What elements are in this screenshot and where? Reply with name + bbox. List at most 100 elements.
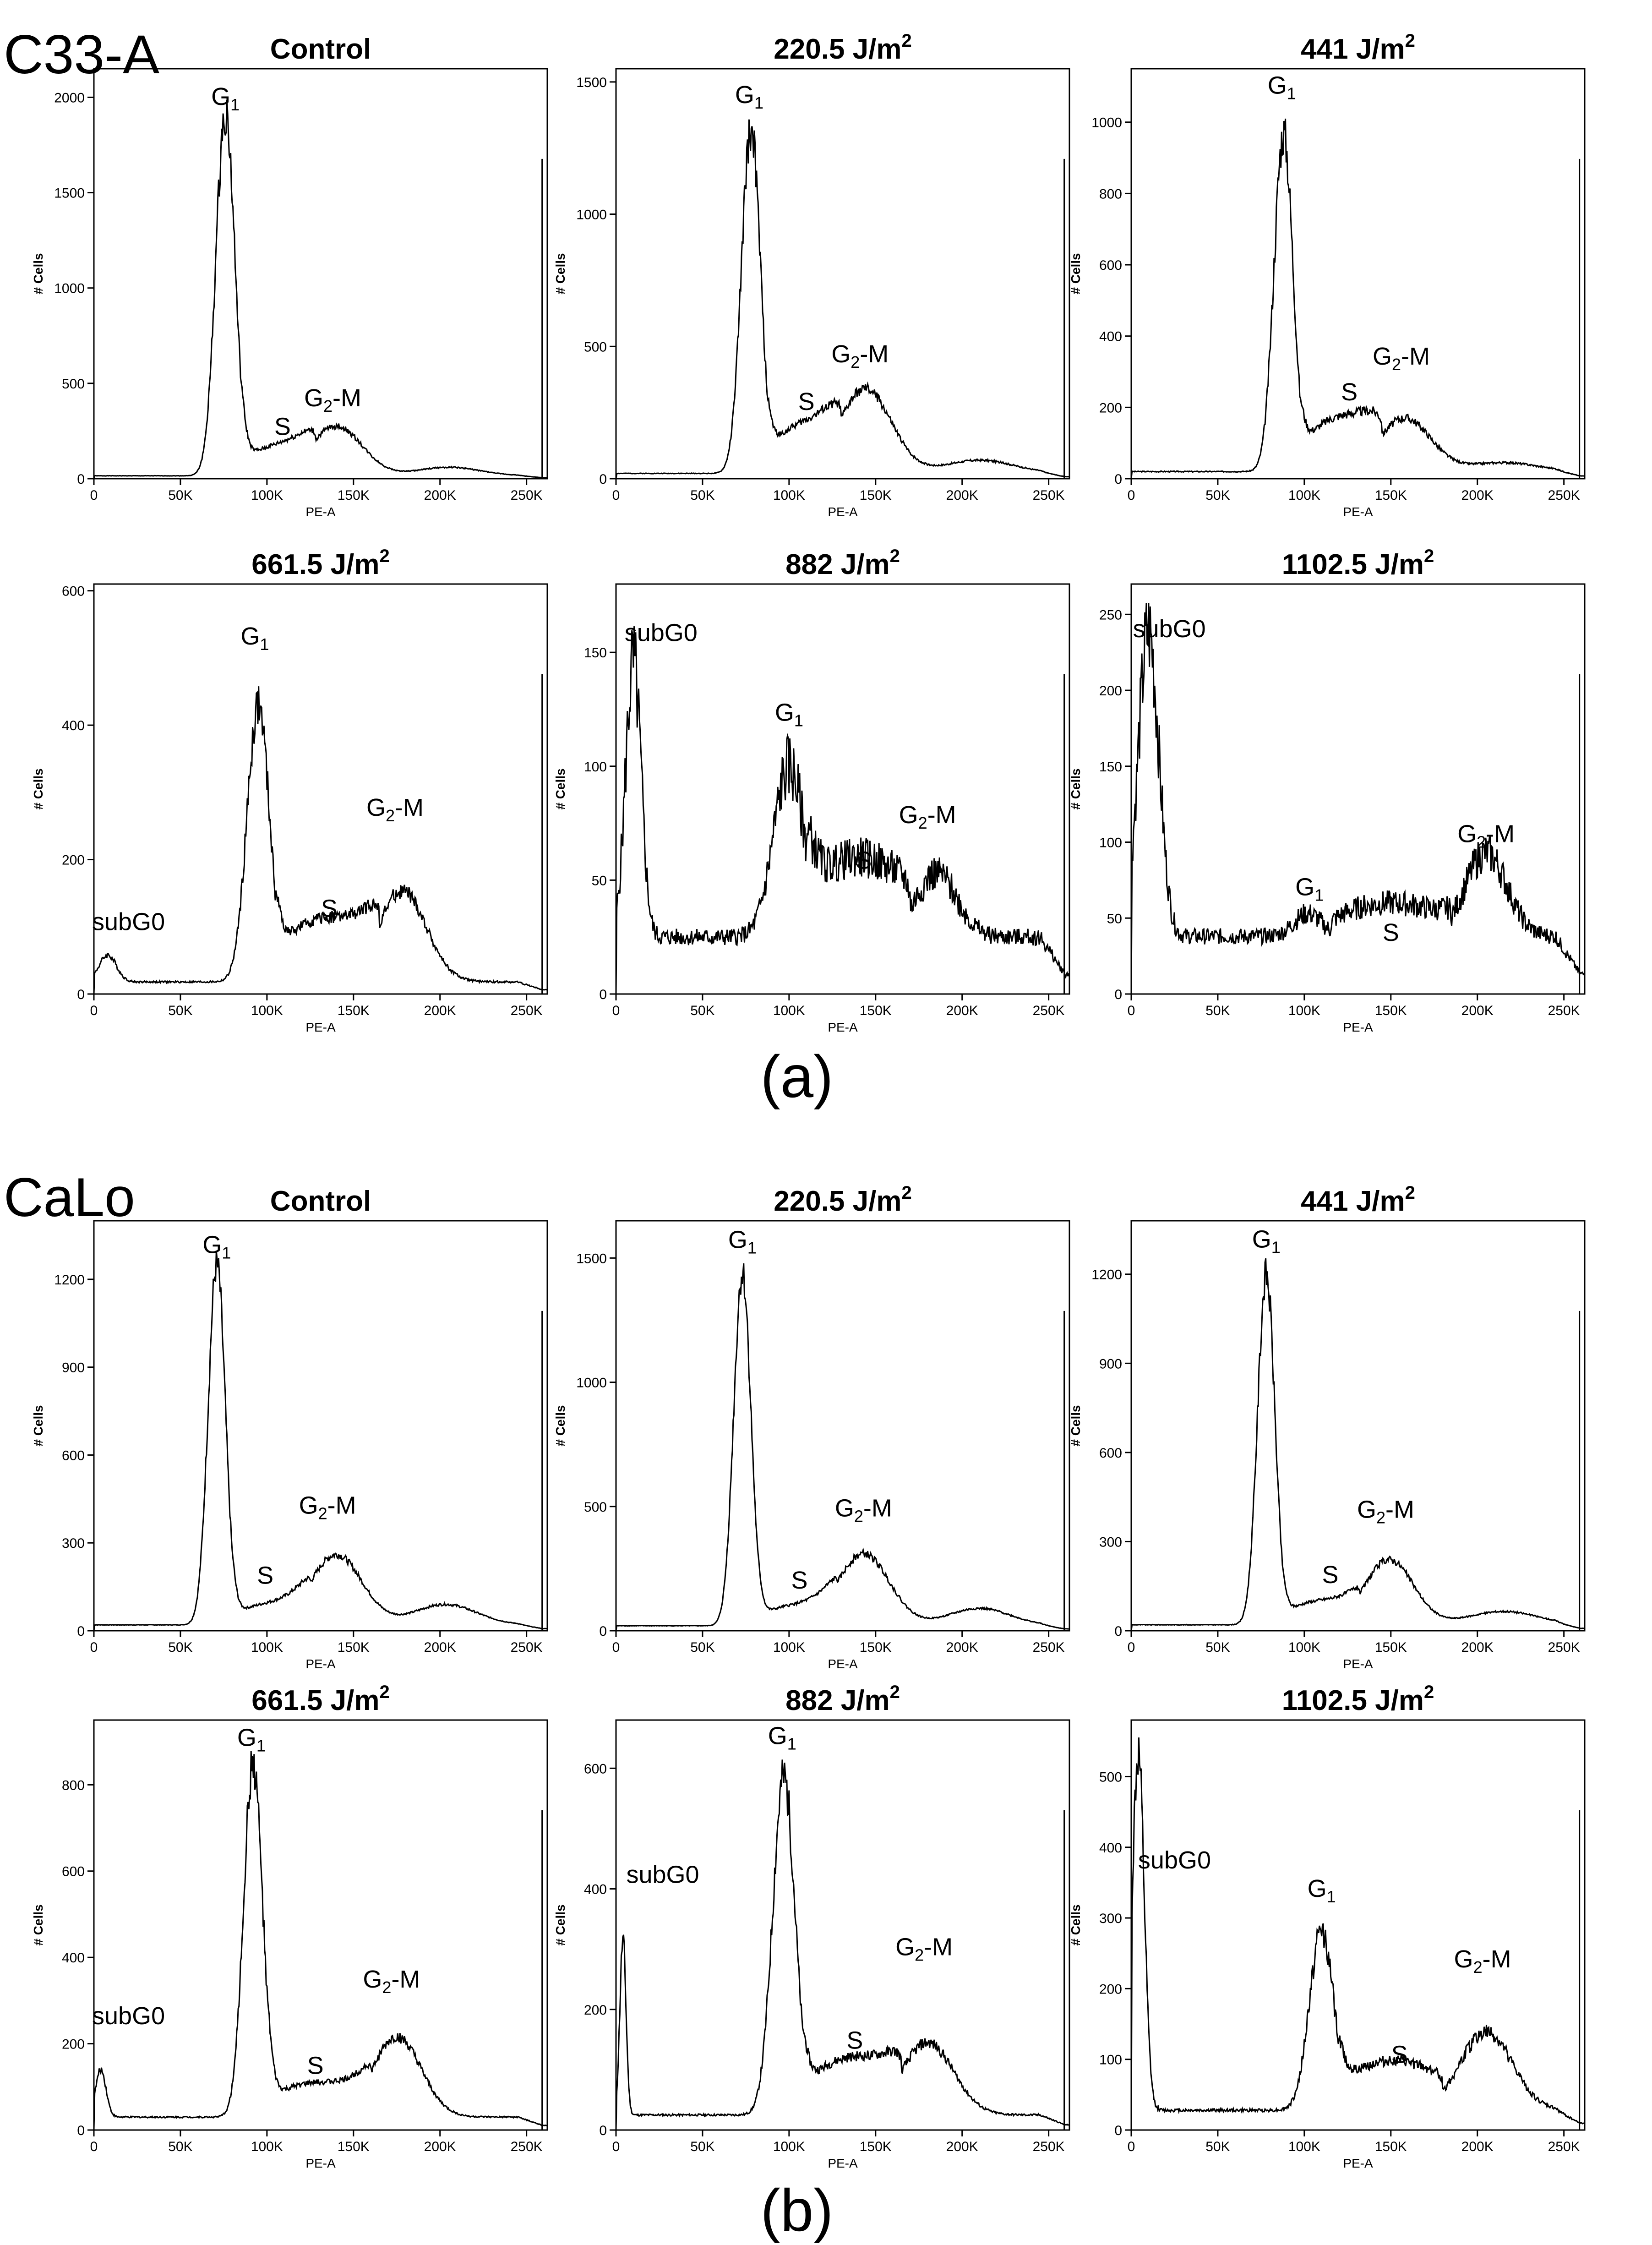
y-tick-label: 1000 — [1091, 115, 1122, 131]
x-tick-label: 150K — [338, 1003, 370, 1018]
chart-title: 1102.5 J/m2 — [1282, 1682, 1434, 1716]
x-axis-label: PE-A — [828, 1020, 858, 1034]
histogram-7: Control 0 300 600 900 1200 0 50K 100K 150K 200K 250… — [31, 1185, 548, 1671]
x-tick-label: 50K — [1205, 2139, 1230, 2154]
y-tick-label: 0 — [1114, 472, 1122, 487]
histogram-curve — [93, 1250, 548, 1631]
histogram-5: 882 J/m2 0 50 100 150 0 50K 100K 150K 200K 250K PE-… — [553, 546, 1070, 1034]
y-tick-label: 1500 — [576, 75, 607, 90]
x-tick-label: 200K — [946, 2139, 978, 2154]
phase-label: G2-M — [304, 384, 361, 415]
x-tick-label: 150K — [338, 1640, 370, 1655]
phase-label: G1 — [728, 1226, 757, 1257]
x-tick-label: 250K — [1033, 1640, 1065, 1655]
phase-label: S — [1383, 919, 1399, 946]
x-tick-label: 100K — [251, 1003, 283, 1018]
x-tick-label: 200K — [1461, 2139, 1494, 2154]
x-tick-label: 0 — [90, 488, 98, 503]
y-tick-label: 400 — [1099, 329, 1122, 344]
x-tick-label: 50K — [690, 2139, 714, 2154]
y-tick-label: 50 — [592, 873, 607, 888]
x-tick-label: 250K — [511, 1640, 543, 1655]
histogram-10: 661.5 J/m2 0 200 400 600 800 0 50K 100K 150K 200K 2… — [31, 1682, 548, 2170]
x-tick-label: 100K — [773, 2139, 805, 2154]
panel-label-a: (a) — [761, 1043, 834, 1110]
x-tick-label: 0 — [612, 488, 620, 503]
x-tick-label: 250K — [511, 1003, 543, 1018]
x-tick-label: 0 — [1128, 2139, 1135, 2154]
phase-label: G1 — [1252, 1225, 1281, 1256]
x-tick-label: 150K — [860, 2139, 892, 2154]
x-tick-label: 150K — [1375, 1003, 1407, 1018]
y-tick-label: 0 — [1114, 987, 1122, 1002]
y-tick-label: 900 — [62, 1360, 85, 1376]
y-tick-label: 0 — [1114, 2123, 1122, 2138]
histogram-6: 1102.5 J/m2 0 50 100 150 200 250 0 50K 100K 150K 20… — [1069, 546, 1586, 1034]
x-axis-label: PE-A — [1343, 1657, 1373, 1671]
x-tick-label: 50K — [168, 488, 192, 503]
histogram-11: 882 J/m2 0 200 400 600 0 50K 100K 150K 200K 250K PE… — [553, 1682, 1070, 2170]
y-axis-label: # Cells — [1069, 1904, 1083, 1945]
x-tick-label: 200K — [1461, 1003, 1494, 1018]
plot-frame — [615, 68, 1070, 480]
x-tick-label: 250K — [511, 2139, 543, 2154]
x-tick-label: 0 — [90, 2139, 98, 2154]
plot-frame — [93, 1220, 548, 1632]
y-tick-label: 500 — [584, 1500, 607, 1515]
phase-label: G1 — [735, 81, 763, 112]
phase-label: G2-M — [1373, 343, 1430, 374]
phase-label: subG0 — [1133, 615, 1206, 643]
x-tick-label: 50K — [168, 2139, 192, 2154]
phase-label: G2-M — [831, 340, 889, 371]
x-tick-label: 50K — [1205, 1003, 1230, 1018]
y-tick-label: 200 — [1099, 1982, 1122, 1997]
phase-label: G1 — [1268, 71, 1296, 103]
x-axis-label: PE-A — [305, 1657, 336, 1671]
x-tick-label: 0 — [612, 1640, 620, 1655]
chart-title: 220.5 J/m2 — [774, 31, 911, 65]
y-tick-label: 600 — [62, 1864, 85, 1879]
chart-title: 882 J/m2 — [785, 546, 900, 580]
histogram-curve — [1130, 118, 1585, 479]
phase-label: G1 — [1295, 874, 1324, 905]
chart-title: 441 J/m2 — [1301, 31, 1415, 65]
y-tick-label: 400 — [1099, 1841, 1122, 1856]
phase-label: subG0 — [1138, 1846, 1211, 1874]
x-tick-label: 100K — [251, 488, 283, 503]
x-tick-label: 250K — [1548, 488, 1580, 503]
x-tick-label: 200K — [1461, 1640, 1494, 1655]
x-tick-label: 150K — [860, 488, 892, 503]
x-tick-label: 150K — [860, 1003, 892, 1018]
phase-label: S — [846, 2027, 863, 2054]
x-tick-label: 100K — [1288, 1003, 1320, 1018]
phase-label: G2-M — [366, 794, 424, 825]
x-tick-label: 50K — [1205, 488, 1230, 503]
plot-frame — [93, 1719, 548, 2131]
y-tick-label: 0 — [77, 1624, 85, 1639]
x-tick-label: 100K — [1288, 1640, 1320, 1655]
phase-label: S — [1322, 1561, 1339, 1589]
y-tick-label: 400 — [62, 1950, 85, 1966]
x-tick-label: 200K — [1461, 488, 1494, 503]
y-tick-label: 150 — [1099, 759, 1122, 775]
y-tick-label: 100 — [1099, 2053, 1122, 2068]
x-tick-label: 100K — [1288, 2139, 1320, 2154]
x-tick-label: 100K — [773, 1003, 805, 1018]
x-tick-label: 150K — [1375, 2139, 1407, 2154]
y-tick-label: 600 — [1099, 1446, 1122, 1461]
x-tick-label: 50K — [168, 1003, 192, 1018]
y-tick-label: 400 — [584, 1882, 607, 1897]
x-tick-label: 0 — [612, 2139, 620, 2154]
y-tick-label: 0 — [599, 472, 607, 487]
y-axis-label: # Cells — [553, 253, 567, 294]
x-axis-label: PE-A — [828, 2156, 858, 2170]
chart-title: Control — [270, 1185, 371, 1217]
x-tick-label: 250K — [1548, 2139, 1580, 2154]
histogram-8: 220.5 J/m2 0 500 1000 1500 0 50K 100K 150K 200K 25… — [553, 1183, 1070, 1671]
y-tick-label: 50 — [1107, 911, 1122, 926]
y-tick-label: 0 — [1114, 1624, 1122, 1639]
plot-frame — [1130, 583, 1586, 995]
phase-label: S — [791, 1567, 808, 1594]
chart-title: 661.5 J/m2 — [251, 1682, 389, 1716]
phase-label: G1 — [240, 623, 269, 654]
